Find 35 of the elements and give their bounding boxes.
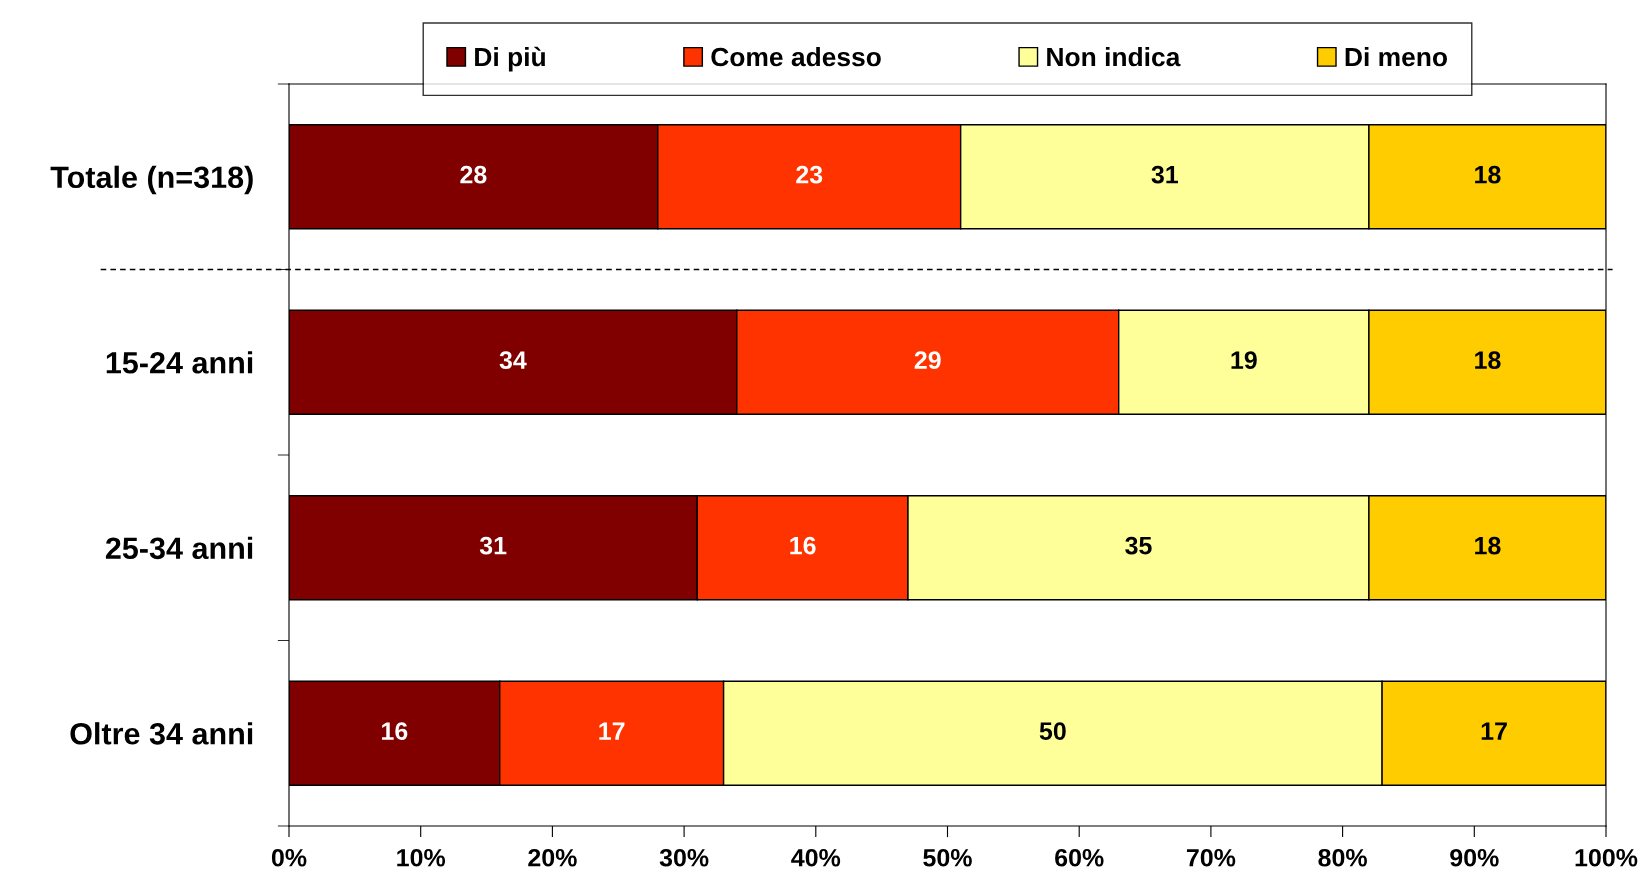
x-tick-label: 0% (271, 848, 307, 867)
legend-label: Di più (475, 46, 545, 72)
x-tick-label: 60% (1055, 848, 1104, 867)
x-tick-label: 30% (659, 848, 709, 867)
data-label: 28 (460, 165, 487, 184)
data-label: 19 (1231, 351, 1257, 369)
x-tick-label: 80% (1318, 848, 1367, 867)
data-label: 23 (796, 165, 823, 184)
x-tick-label: 20% (528, 848, 577, 867)
x-tick-label: 100% (1575, 848, 1638, 867)
y-tick-label: Totale (n=318) (50, 165, 253, 195)
data-label: 18 (1475, 351, 1501, 369)
data-label: 35 (1125, 536, 1152, 555)
data-label: 31 (479, 536, 507, 555)
data-label: 16 (382, 722, 408, 740)
x-tick-label: 10% (397, 848, 446, 867)
data-label: 18 (1475, 536, 1501, 555)
data-label: 34 (499, 351, 527, 369)
data-label: 50 (1039, 722, 1066, 740)
data-label: 31 (1151, 165, 1179, 184)
x-tick-label: 50% (923, 848, 972, 867)
x-tick-label: 90% (1450, 848, 1499, 867)
legend-label: Come adesso (711, 46, 881, 67)
y-tick-label: Oltre 34 anni (70, 722, 253, 745)
data-label: 29 (914, 351, 941, 369)
data-label: 16 (790, 536, 816, 555)
x-tick-label: 40% (791, 848, 841, 867)
y-tick-label: 15-24 anni (106, 351, 253, 374)
x-tick-label: 70% (1186, 848, 1236, 867)
y-tick-label: 25-34 anni (105, 536, 253, 560)
data-label: 17 (599, 722, 625, 740)
data-label: 17 (1481, 722, 1507, 740)
legend-label: Di meno (1345, 46, 1447, 67)
data-label: 18 (1475, 165, 1501, 184)
legend-label: Non indica (1047, 46, 1181, 67)
